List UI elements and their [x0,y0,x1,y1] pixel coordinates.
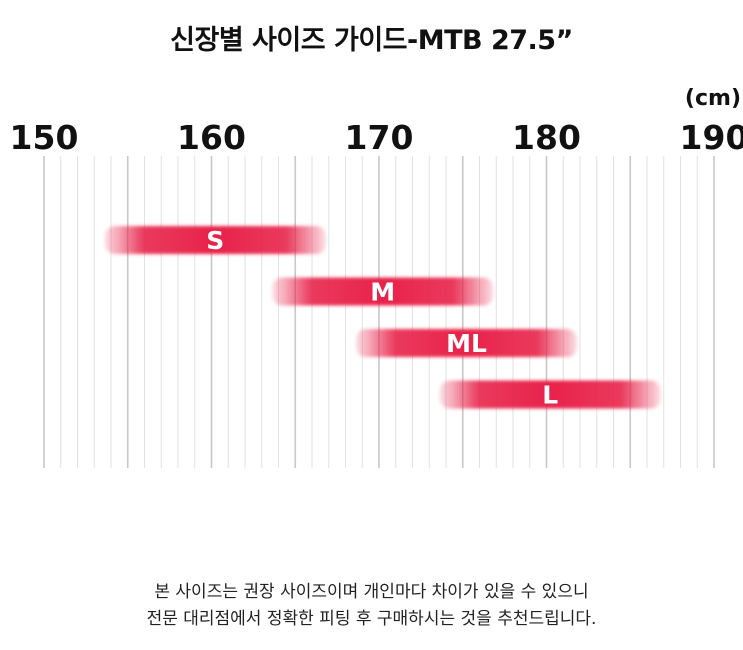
note-line-1: 본 사이즈는 권장 사이즈이며 개인마다 차이가 있을 수 있으니 [154,582,589,602]
size-bar-label-l: L [542,381,558,410]
x-tick-label: 190 [680,118,743,157]
x-tick-label: 170 [345,118,414,157]
size-bar-l [439,380,661,409]
size-bar-label-ml: ML [446,329,487,358]
size-bars: S M ML L [104,226,661,410]
x-tick-label: 150 [10,118,79,157]
grid-lines [43,156,715,468]
size-bar-label-s: S [206,226,224,255]
size-bar-m [272,277,494,306]
axis-unit-label: (cm) [684,86,741,111]
size-bar-label-m: M [370,278,395,307]
size-bar-ml [356,329,577,357]
x-tick-label: 180 [512,118,581,157]
note-line-2: 전문 대리점에서 정확한 피팅 후 구매하시는 것을 추천드립니다. [146,609,597,629]
x-tick-label: 160 [177,118,246,157]
size-bar-s [104,226,326,254]
x-tick-labels: 150 160 170 180 190 [10,118,743,157]
page-title: 신장별 사이즈 가이드-MTB 27.5” [170,25,573,56]
